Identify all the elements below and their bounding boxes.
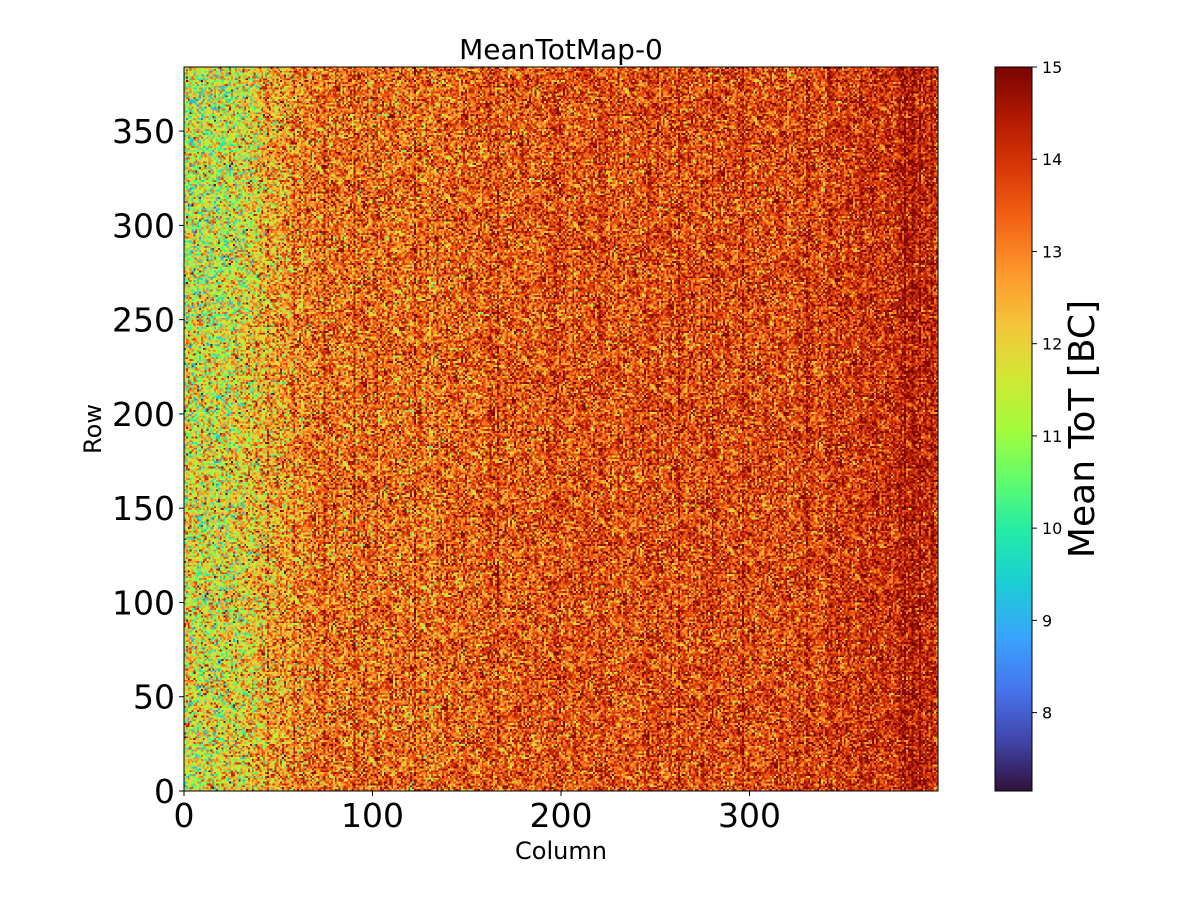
chart-title: MeanTotMap-0 [459,33,663,66]
colorbar-tick-label: 10 [1042,519,1062,538]
plot-area [183,66,939,792]
x-tick-label: 200 [530,796,593,835]
y-tick-label: 0 [154,772,175,811]
colorbar-tick-label: 12 [1042,335,1062,354]
y-tick-label: 350 [112,112,175,151]
y-axis-label: Row [79,404,107,454]
x-axis-label: Column [515,837,607,865]
colorbar-ticks: 8 9 10 11 12 13 14 15 [1032,58,1062,723]
colorbar-tick-label: 14 [1042,150,1062,169]
heatmap-image [184,67,938,791]
x-axis-ticks: 0 100 200 300 [174,791,781,835]
y-tick-label: 300 [112,206,175,245]
y-axis-ticks: 0 50 100 150 200 250 300 350 [112,112,184,811]
x-tick-label: 300 [718,796,781,835]
colorbar-tick-label: 11 [1042,427,1062,446]
colorbar-gradient [994,66,1033,792]
colorbar-tick-label: 13 [1042,242,1062,261]
colorbar: 8 9 10 11 12 13 14 15 Mean ToT [BC] [994,58,1103,792]
colorbar-tick-label: 9 [1042,611,1052,630]
colorbar-label: Mean ToT [BC] [1062,300,1103,558]
x-tick-label: 100 [341,796,404,835]
y-tick-label: 250 [112,301,175,340]
y-tick-label: 100 [112,583,175,622]
x-tick-label: 0 [174,796,195,835]
y-tick-label: 50 [133,678,175,717]
colorbar-tick-label: 8 [1042,704,1052,723]
y-tick-label: 200 [112,395,175,434]
colorbar-tick-label: 15 [1042,58,1062,77]
y-tick-label: 150 [112,489,175,528]
